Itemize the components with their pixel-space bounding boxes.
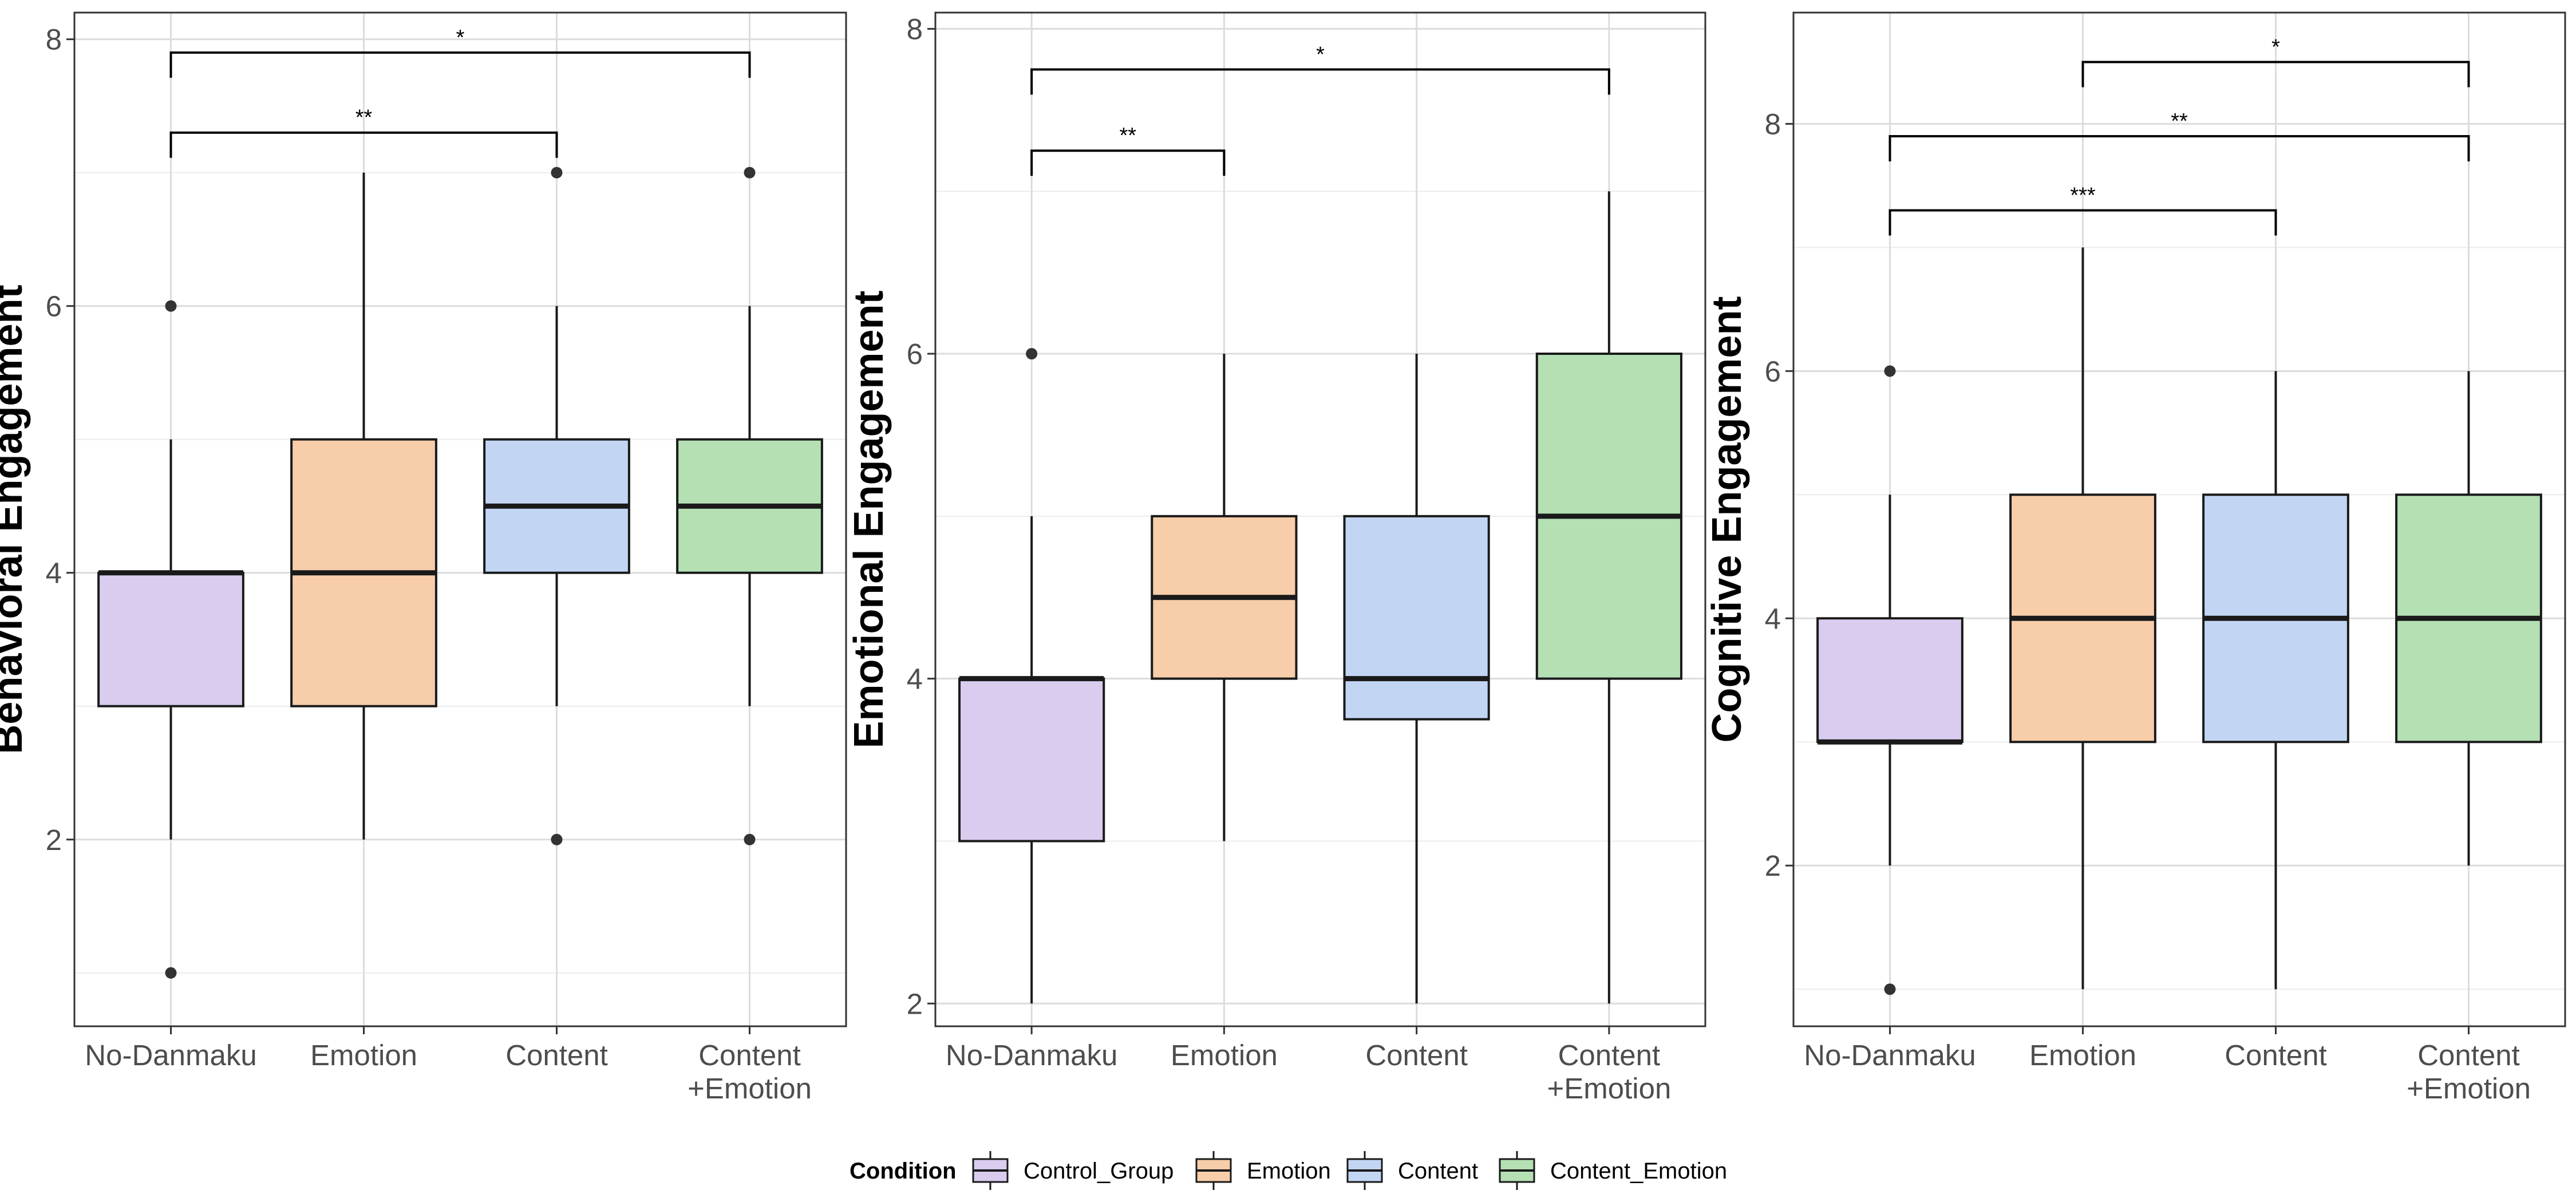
y-tick-label: 8 — [46, 23, 62, 56]
x-tick-label: Emotion — [2029, 1039, 2136, 1071]
box-1 — [958, 348, 1105, 1004]
legend: Condition Control_Group Emotion Content Cont… — [850, 1151, 1727, 1190]
box-3 — [1343, 354, 1490, 1004]
y-tick-label: 8 — [1765, 108, 1781, 140]
y-tick-label: 4 — [907, 663, 923, 695]
box-3 — [483, 167, 630, 845]
bracket-line — [1888, 135, 2470, 161]
legend-item: Content — [1346, 1151, 1478, 1190]
y-tick-label: 6 — [907, 338, 923, 370]
outlier-point — [744, 833, 756, 845]
x-tick-label: Content +Emotion — [1547, 1039, 1671, 1105]
bracket-line — [1888, 209, 2277, 236]
bracket-line — [2081, 61, 2470, 88]
box-2 — [1151, 354, 1298, 841]
legend-label: Content — [1398, 1158, 1478, 1184]
panel-border — [73, 11, 847, 1027]
significance-label: ** — [1119, 124, 1136, 148]
box-1 — [1816, 365, 1963, 995]
x-tick-label: Content — [2225, 1039, 2327, 1071]
legend-label: Emotion — [1247, 1158, 1331, 1184]
legend-item: Emotion — [1195, 1151, 1331, 1190]
panel-border — [934, 11, 1706, 1027]
legend-label: Control_Group — [1024, 1158, 1174, 1184]
y-tick-label: 2 — [1765, 849, 1781, 882]
box-4 — [1535, 191, 1682, 1004]
x-tick-label: No-Danmaku — [85, 1039, 256, 1071]
legend-item: Control_Group — [972, 1151, 1174, 1190]
y-tick-label: 8 — [907, 13, 923, 45]
significance-label: *** — [2070, 184, 2096, 208]
outlier-point — [1884, 365, 1896, 377]
bracket-line — [1030, 68, 1610, 95]
significance-bracket: ** — [169, 106, 558, 158]
y-tick-label: 6 — [46, 290, 62, 323]
bracket-line — [1030, 149, 1226, 176]
outlier-point — [551, 833, 563, 845]
y-tick-label: 4 — [46, 557, 62, 590]
outlier-point — [744, 167, 756, 179]
significance-label: ** — [355, 106, 373, 130]
outlier-point — [165, 967, 177, 979]
y-tick-label: 2 — [46, 824, 62, 856]
outlier-point — [165, 300, 177, 312]
box-2 — [2009, 247, 2156, 990]
y-tick-label: 6 — [1765, 355, 1781, 388]
legend-item: Content_Emotion — [1499, 1151, 1727, 1190]
significance-bracket: *** — [1888, 184, 2277, 236]
significance-label: * — [1316, 42, 1325, 66]
x-tick-label: Content +Emotion — [2407, 1039, 2531, 1105]
significance-label: ** — [2171, 109, 2188, 133]
y-axis-title: Behavioral Engagement — [0, 284, 31, 754]
x-tick-label: Content +Emotion — [688, 1039, 812, 1105]
panel-border — [1792, 11, 2566, 1027]
box-4 — [676, 167, 823, 845]
significance-bracket: * — [1030, 42, 1610, 95]
y-tick-label: 2 — [907, 987, 923, 1020]
outlier-point — [1026, 348, 1038, 360]
bracket-line — [169, 51, 751, 78]
x-tick-label: Content — [1365, 1039, 1468, 1071]
iqr-box — [958, 677, 1105, 843]
legend-label: Content_Emotion — [1550, 1158, 1727, 1184]
significance-label: * — [2271, 35, 2280, 59]
y-axis-title: Cognitive Engagement — [1704, 296, 1750, 742]
x-tick-label: Emotion — [1171, 1039, 1278, 1071]
box-4 — [2395, 371, 2542, 866]
x-tick-label: No-Danmaku — [1804, 1039, 1976, 1071]
y-axis-title: Emotional Engagement — [846, 290, 892, 748]
x-tick-label: Emotion — [310, 1039, 417, 1071]
y-tick-label: 4 — [1765, 602, 1781, 635]
significance-bracket: ** — [1888, 109, 2470, 161]
x-tick-label: No-Danmaku — [946, 1039, 1117, 1071]
outlier-point — [551, 167, 563, 179]
significance-bracket: * — [169, 26, 751, 78]
iqr-box — [1816, 617, 1963, 744]
box-3 — [2202, 371, 2349, 990]
box-2 — [290, 172, 437, 840]
iqr-box — [1343, 515, 1490, 721]
outlier-point — [1884, 983, 1896, 995]
significance-bracket: ** — [1030, 124, 1226, 176]
legend-title: Condition — [850, 1158, 957, 1184]
significance-label: * — [456, 26, 465, 50]
box-1 — [97, 300, 244, 979]
x-tick-label: Content — [505, 1039, 608, 1071]
significance-bracket: * — [2081, 35, 2470, 88]
iqr-box — [97, 571, 244, 707]
bracket-line — [169, 131, 558, 158]
